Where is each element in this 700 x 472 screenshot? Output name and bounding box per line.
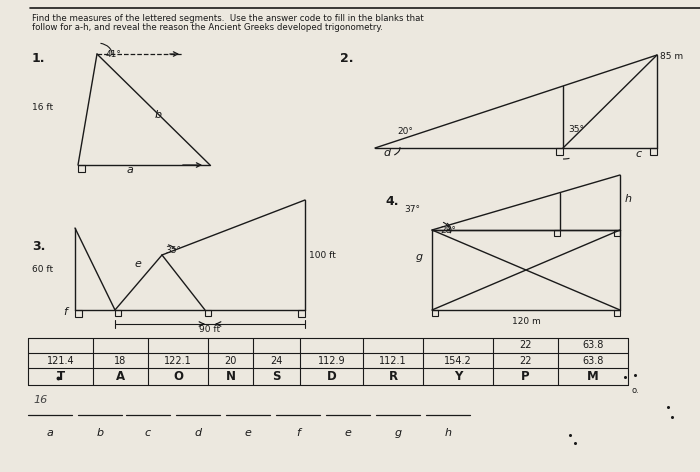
Text: 63.8: 63.8 [582, 355, 603, 365]
Text: 63.8: 63.8 [582, 340, 603, 351]
Text: 37°: 37° [404, 205, 420, 214]
Text: 41°: 41° [106, 50, 122, 59]
Text: Y: Y [454, 370, 462, 383]
Text: 24: 24 [270, 355, 283, 365]
Text: a: a [47, 428, 53, 438]
Text: 35°: 35° [568, 125, 584, 134]
Text: 2.: 2. [340, 52, 354, 65]
Text: f: f [296, 428, 300, 438]
Text: f: f [63, 307, 67, 317]
Text: 100 ft: 100 ft [309, 251, 336, 260]
Text: Find the measures of the lettered segments.  Use the answer code to fill in the : Find the measures of the lettered segmen… [32, 14, 423, 23]
Text: 28°: 28° [440, 226, 456, 235]
Text: 16: 16 [33, 395, 48, 405]
Text: 20°: 20° [397, 127, 413, 136]
Text: A: A [116, 370, 125, 383]
Text: M: M [587, 370, 599, 383]
Text: 154.2: 154.2 [444, 355, 472, 365]
Text: P: P [522, 370, 530, 383]
Text: g: g [416, 252, 423, 262]
Text: e: e [244, 428, 251, 438]
Text: a: a [127, 165, 134, 175]
Text: 16 ft: 16 ft [32, 103, 53, 112]
Text: 112.1: 112.1 [379, 355, 407, 365]
Text: h: h [625, 194, 632, 204]
Text: 120 m: 120 m [512, 317, 540, 326]
Text: O: O [173, 370, 183, 383]
Text: T: T [57, 370, 64, 383]
Text: e: e [134, 259, 141, 269]
Text: 22: 22 [519, 355, 532, 365]
Text: o.: o. [632, 386, 640, 395]
Text: D: D [327, 370, 337, 383]
Text: b: b [155, 110, 162, 120]
Text: h: h [444, 428, 452, 438]
Text: 112.9: 112.9 [318, 355, 345, 365]
Text: 122.1: 122.1 [164, 355, 192, 365]
Text: S: S [272, 370, 281, 383]
Text: R: R [389, 370, 398, 383]
Text: 1.: 1. [32, 52, 46, 65]
Text: N: N [225, 370, 235, 383]
Text: e: e [344, 428, 351, 438]
Text: 35°: 35° [165, 246, 181, 255]
Text: c: c [635, 149, 641, 159]
Text: 85 m: 85 m [660, 52, 683, 61]
Text: 90 ft: 90 ft [199, 325, 220, 334]
Text: 18: 18 [114, 355, 127, 365]
Text: d: d [383, 148, 390, 158]
Text: 60 ft: 60 ft [32, 265, 53, 275]
Text: g: g [394, 428, 402, 438]
Text: b: b [97, 428, 104, 438]
Text: follow for a-h, and reveal the reason the Ancient Greeks developed trigonometry.: follow for a-h, and reveal the reason th… [32, 23, 383, 32]
Text: 4.: 4. [385, 195, 398, 208]
Text: 22: 22 [519, 340, 532, 351]
Text: 3.: 3. [32, 240, 46, 253]
Text: 121.4: 121.4 [47, 355, 74, 365]
Text: c: c [145, 428, 151, 438]
Text: 20: 20 [224, 355, 237, 365]
Text: d: d [195, 428, 202, 438]
